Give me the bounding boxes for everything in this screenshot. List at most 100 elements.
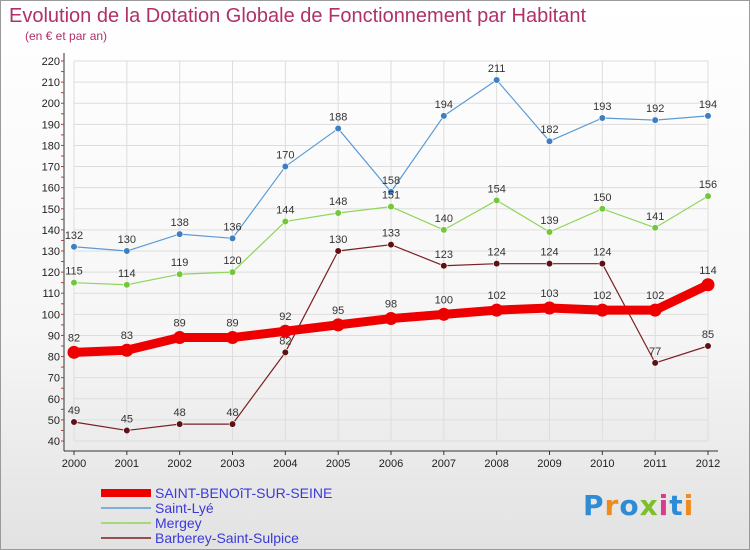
- data-point: [228, 268, 237, 276]
- data-point: [334, 124, 342, 133]
- logo-letter: i: [683, 489, 695, 522]
- data-label: 48: [226, 407, 238, 419]
- x-tick-label: 2001: [115, 458, 139, 470]
- x-tick-label: 2009: [537, 458, 561, 470]
- y-tick-label: 130: [42, 246, 60, 258]
- data-point: [648, 303, 662, 317]
- x-tick-label: 2012: [696, 458, 720, 470]
- y-tick-label: 210: [42, 77, 60, 89]
- data-point: [651, 224, 659, 232]
- x-tick-label: 2007: [432, 458, 456, 470]
- data-label: 82: [279, 335, 291, 347]
- legend-label: SAINT-BENOîT-SUR-SEINE: [155, 485, 332, 501]
- data-point: [701, 278, 715, 292]
- legend-label: Saint-Lyé: [155, 500, 214, 516]
- data-label: 141: [646, 211, 664, 223]
- data-label: 188: [329, 112, 347, 124]
- logo-letter: x: [639, 489, 659, 522]
- data-point: [176, 420, 184, 428]
- data-label: 194: [699, 99, 717, 111]
- data-point: [387, 203, 395, 211]
- data-point: [437, 307, 451, 321]
- data-label: 114: [699, 265, 717, 277]
- proxiti-logo: Proxiti: [583, 489, 694, 522]
- data-label: 89: [174, 318, 186, 330]
- y-tick-label: 190: [42, 119, 60, 131]
- data-label: 136: [223, 221, 241, 233]
- legend-label: Barberey-Saint-Sulpice: [155, 530, 299, 546]
- data-point: [120, 343, 134, 357]
- data-point: [440, 226, 448, 234]
- data-point: [278, 324, 292, 338]
- x-tick-label: 2002: [167, 458, 191, 470]
- y-tick-label: 120: [42, 267, 60, 279]
- data-label: 120: [223, 255, 241, 267]
- logo-letter: o: [619, 489, 640, 522]
- y-tick-label: 90: [48, 330, 60, 342]
- logo-letter: P: [583, 489, 605, 522]
- data-point: [226, 331, 239, 345]
- x-tick-label: 2008: [484, 458, 508, 470]
- data-point: [490, 303, 504, 317]
- y-tick-label: 80: [48, 352, 60, 364]
- data-point: [281, 348, 289, 356]
- data-label: 95: [332, 305, 344, 317]
- data-label: 85: [702, 329, 714, 341]
- data-label: 139: [540, 215, 558, 227]
- data-label: 83: [121, 330, 133, 342]
- data-point: [440, 262, 448, 270]
- data-point: [123, 426, 131, 435]
- data-point: [67, 345, 81, 359]
- chart-subtitle: (en € et par an): [25, 29, 108, 43]
- data-label: 89: [226, 318, 238, 330]
- y-tick-label: 180: [42, 140, 60, 152]
- data-point: [598, 205, 606, 213]
- data-point: [545, 137, 554, 145]
- x-tick-label: 2004: [273, 458, 297, 470]
- x-tick-label: 2003: [220, 458, 244, 470]
- data-label: 98: [385, 299, 397, 311]
- data-point: [598, 260, 606, 268]
- y-tick-label: 170: [42, 162, 60, 174]
- data-label: 140: [435, 213, 453, 225]
- data-label: 82: [68, 332, 80, 344]
- data-label: 192: [646, 103, 664, 115]
- data-point: [173, 331, 187, 345]
- data-label: 144: [276, 204, 294, 216]
- data-point: [595, 303, 609, 317]
- data-label: 150: [593, 192, 611, 204]
- x-tick-label: 2006: [379, 458, 403, 470]
- data-label: 119: [171, 257, 189, 269]
- series-lines: [67, 76, 715, 435]
- y-tick-label: 70: [48, 373, 60, 385]
- data-point: [334, 247, 342, 255]
- data-point: [331, 318, 345, 332]
- data-point: [440, 112, 448, 120]
- data-label: 102: [646, 290, 664, 302]
- data-point: [545, 260, 554, 268]
- data-label: 156: [699, 179, 717, 191]
- data-point: [70, 418, 78, 426]
- data-point: [387, 188, 395, 196]
- grid: [73, 60, 709, 442]
- data-point: [70, 243, 78, 251]
- data-point: [543, 301, 556, 315]
- legend-label: Mergey: [155, 515, 202, 531]
- logo-letter: r: [604, 489, 620, 522]
- data-point: [651, 116, 659, 124]
- data-label: 193: [593, 101, 611, 113]
- y-tick-label: 160: [42, 183, 60, 195]
- data-label: 124: [540, 247, 558, 259]
- data-point: [704, 342, 712, 350]
- y-tick-label: 40: [48, 436, 60, 448]
- data-point: [281, 162, 289, 171]
- data-label: 151: [382, 190, 400, 202]
- logo-letter: i: [658, 489, 670, 522]
- data-label: 114: [118, 268, 136, 280]
- data-label: 158: [382, 175, 400, 187]
- logo-letter: t: [669, 489, 684, 522]
- data-label: 138: [170, 217, 188, 229]
- data-label: 182: [540, 124, 558, 136]
- data-label: 100: [435, 294, 453, 306]
- data-label: 102: [487, 290, 505, 302]
